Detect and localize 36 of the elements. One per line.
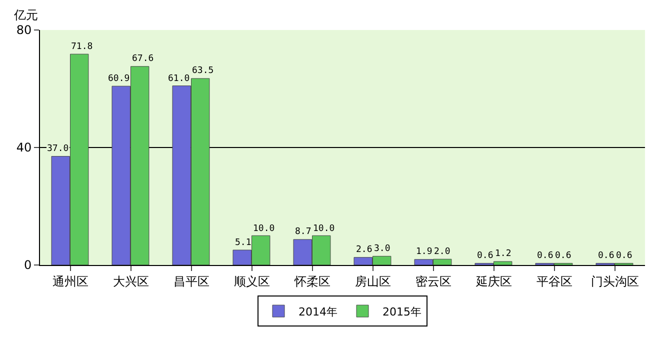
x-tick-label: 怀柔区 — [293, 274, 330, 288]
data-label: 37.0 — [47, 144, 69, 154]
data-label: 67.6 — [132, 54, 154, 64]
x-tick-label: 密云区 — [415, 274, 452, 288]
data-label: 0.6 — [477, 251, 494, 261]
y-tick-label: 80 — [16, 23, 32, 38]
data-label: 10.0 — [253, 224, 275, 234]
data-label: 0.6 — [537, 251, 554, 261]
data-label: 1.2 — [495, 249, 512, 259]
x-tick-label: 通州区 — [52, 274, 88, 288]
data-label: 2.0 — [434, 247, 450, 257]
data-label: 8.7 — [295, 227, 312, 237]
x-tick-label: 顺义区 — [234, 274, 270, 288]
x-tick-label: 房山区 — [354, 274, 391, 288]
y-tick-label: 0 — [24, 258, 32, 272]
data-label: 0.6 — [598, 251, 614, 261]
legend-label: 2015年 — [382, 305, 422, 318]
data-label: 61.0 — [168, 74, 190, 84]
data-label: 0.6 — [616, 251, 632, 261]
x-tick-label: 延庆区 — [474, 274, 512, 288]
y-tick-label: 40 — [16, 140, 32, 155]
data-label: 1.9 — [416, 247, 432, 257]
x-tick-label: 门头沟区 — [590, 274, 639, 288]
data-label: 60.9 — [108, 74, 130, 84]
y-axis-title: 亿元 — [13, 8, 38, 22]
x-tick-label: 平谷区 — [536, 274, 572, 288]
data-label: 3.0 — [374, 244, 390, 254]
x-tick-label: 大兴区 — [112, 274, 149, 288]
data-label: 10.0 — [313, 224, 335, 234]
data-label: 0.6 — [555, 251, 572, 261]
data-label: 63.5 — [192, 66, 214, 76]
data-label: 5.1 — [235, 238, 252, 248]
legend-label: 2014年 — [298, 305, 338, 318]
data-label: 71.8 — [71, 42, 93, 52]
x-tick-label: 昌平区 — [173, 274, 210, 288]
data-label: 2.6 — [356, 245, 372, 255]
